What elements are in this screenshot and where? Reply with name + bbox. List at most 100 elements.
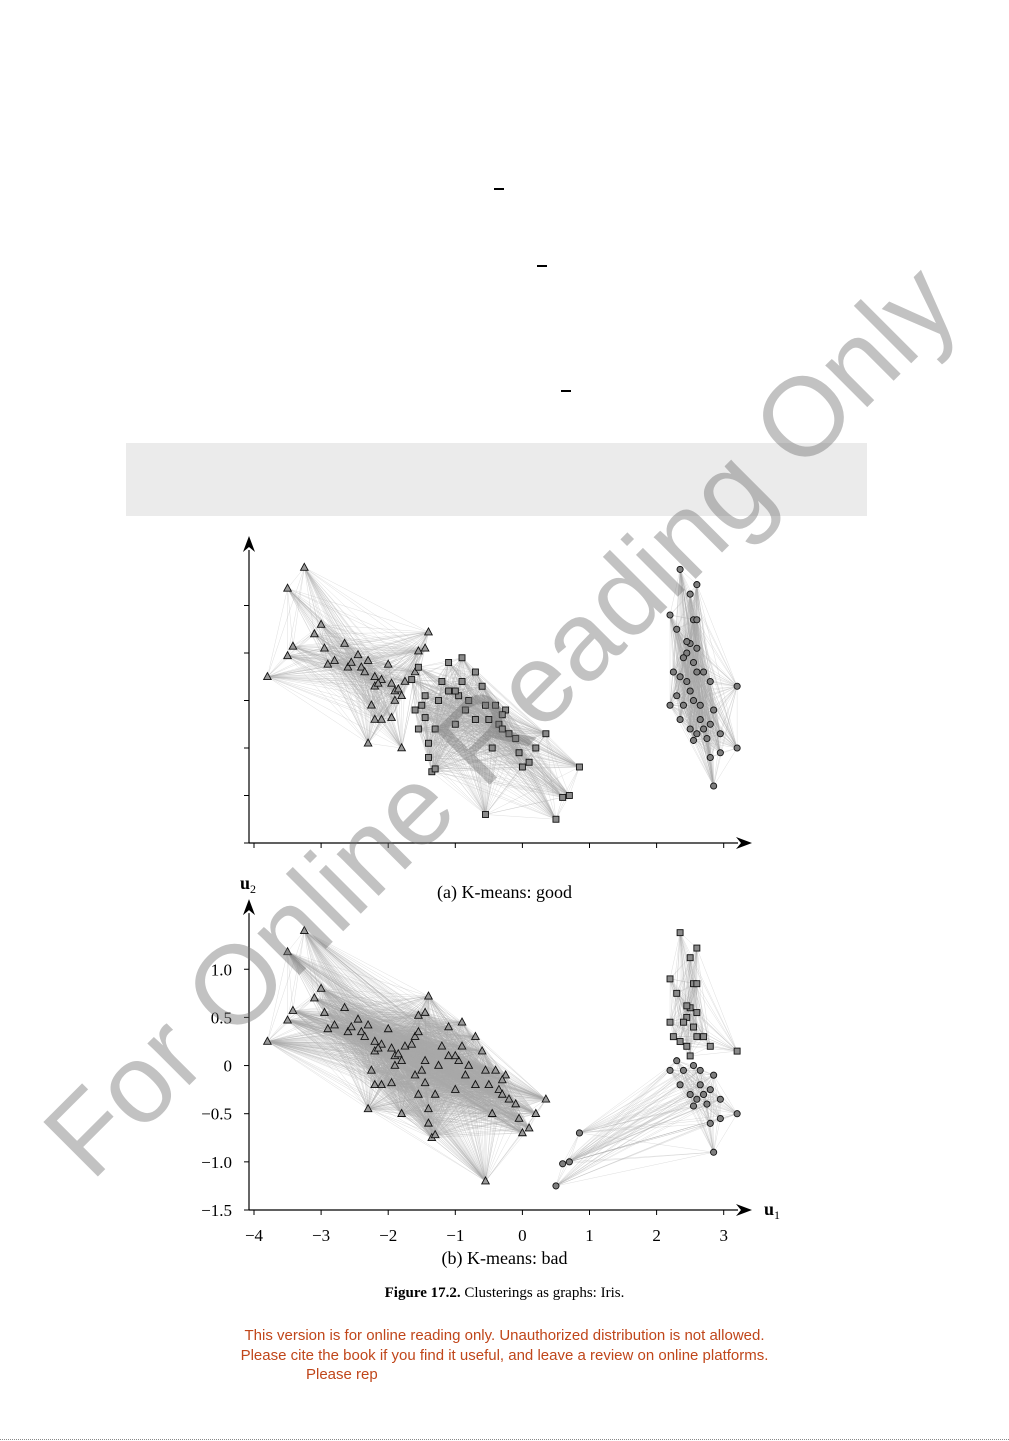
graph-edge: [287, 588, 419, 652]
graph-edge: [475, 671, 486, 815]
square-point: [425, 754, 432, 761]
graph-edge: [700, 686, 738, 706]
graph-edge: [364, 1028, 389, 1037]
graph-edge: [367, 683, 379, 744]
circle-point: [706, 720, 714, 728]
graph-edge: [435, 768, 486, 815]
square-point: [418, 701, 426, 709]
graph-edge: [418, 667, 506, 711]
graph-edge: [411, 671, 476, 680]
graph-edge: [418, 667, 523, 768]
graph-edge: [267, 1041, 486, 1182]
circle-point: [683, 649, 691, 657]
graph-edge: [475, 671, 580, 768]
triangle-point: [282, 650, 293, 660]
graph-edge: [368, 660, 389, 665]
graph-edge: [292, 1010, 402, 1114]
graph-edge: [431, 771, 486, 815]
graph-edge: [713, 752, 721, 787]
graph-edge: [528, 762, 563, 798]
graph-edge: [468, 700, 486, 815]
graph-edge: [435, 728, 486, 815]
graph-edge: [418, 667, 456, 725]
graph-edge: [435, 768, 557, 820]
circle-point: [710, 782, 718, 790]
graph-edge: [364, 1036, 375, 1085]
graph-edge: [304, 567, 426, 649]
graph-edge: [669, 676, 681, 706]
graph-edge: [304, 930, 429, 997]
graph-edge: [418, 667, 476, 673]
square-point: [431, 765, 439, 773]
graph-edge: [374, 1084, 402, 1114]
graph-edge: [693, 619, 698, 741]
graph-edge: [418, 705, 422, 730]
graph-edge: [428, 757, 563, 798]
graph-edge: [455, 690, 570, 796]
graph-edge: [374, 996, 429, 1085]
graph-edge: [267, 1041, 369, 1110]
graph-edge: [304, 567, 322, 625]
graph-edge: [267, 676, 382, 720]
circle-point: [676, 673, 684, 681]
graph-edge: [292, 646, 402, 749]
graph-edge: [438, 700, 486, 815]
graph-edge: [475, 671, 547, 734]
graph-edge: [535, 747, 563, 798]
graph-edge: [287, 951, 315, 999]
graph-edge: [401, 1075, 416, 1114]
graph-edge: [696, 619, 708, 739]
graph-edge: [428, 690, 456, 758]
graph-edge: [401, 1113, 429, 1124]
triangle-point: [383, 659, 393, 668]
graph-edge: [669, 705, 708, 739]
graph-edge: [267, 676, 369, 744]
graph-edge: [314, 998, 328, 1030]
graph-edge: [287, 624, 322, 656]
triangle-point: [288, 641, 298, 650]
square-point: [498, 711, 506, 719]
circle-point: [686, 590, 694, 598]
graph-edge: [669, 705, 701, 720]
graph-edge: [693, 740, 721, 753]
graph-edge: [347, 667, 375, 720]
graph-edge: [418, 667, 536, 749]
graph-edge: [314, 633, 369, 744]
graph-edge: [314, 633, 345, 644]
triangle-point: [370, 714, 380, 723]
graph-edge: [686, 641, 711, 725]
graph-edge: [394, 700, 402, 749]
graph-edge: [703, 671, 738, 687]
graph-edge: [669, 705, 721, 753]
graph-edge: [669, 690, 691, 706]
graph-edge: [378, 1048, 483, 1052]
graph-edge: [696, 648, 738, 687]
graph-edge: [367, 1048, 379, 1109]
graph-edge: [374, 996, 429, 1042]
graph-edge: [669, 569, 681, 616]
example-box: [126, 443, 867, 516]
graph-edge: [267, 646, 294, 677]
graph-edge: [367, 719, 375, 744]
graph-edge: [696, 584, 738, 687]
circle-point: [669, 668, 677, 676]
graph-edge: [344, 643, 369, 744]
graph-edge: [304, 567, 315, 635]
graph-edge: [505, 709, 546, 734]
graph-edge: [287, 951, 294, 1011]
graph-edge: [670, 705, 714, 711]
triangle-point: [420, 643, 430, 652]
graph-edge: [669, 705, 704, 730]
graph-edge: [324, 648, 359, 656]
graph-edge: [287, 567, 305, 656]
graph-edge: [267, 1041, 432, 1138]
graph-edge: [505, 709, 536, 749]
graph-edge: [287, 930, 305, 953]
circle-point: [689, 736, 698, 744]
graph-edge: [287, 655, 369, 744]
graph-edge: [357, 996, 429, 1020]
graph-edge: [314, 633, 328, 665]
graph-edge: [374, 1084, 486, 1182]
graph-edge: [327, 1007, 345, 1030]
